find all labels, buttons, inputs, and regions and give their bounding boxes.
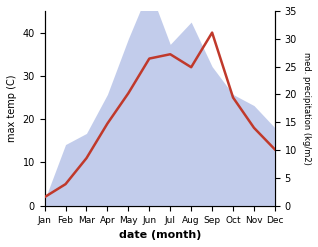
- Y-axis label: med. precipitation (kg/m2): med. precipitation (kg/m2): [302, 52, 311, 165]
- X-axis label: date (month): date (month): [119, 230, 201, 240]
- Y-axis label: max temp (C): max temp (C): [7, 75, 17, 142]
